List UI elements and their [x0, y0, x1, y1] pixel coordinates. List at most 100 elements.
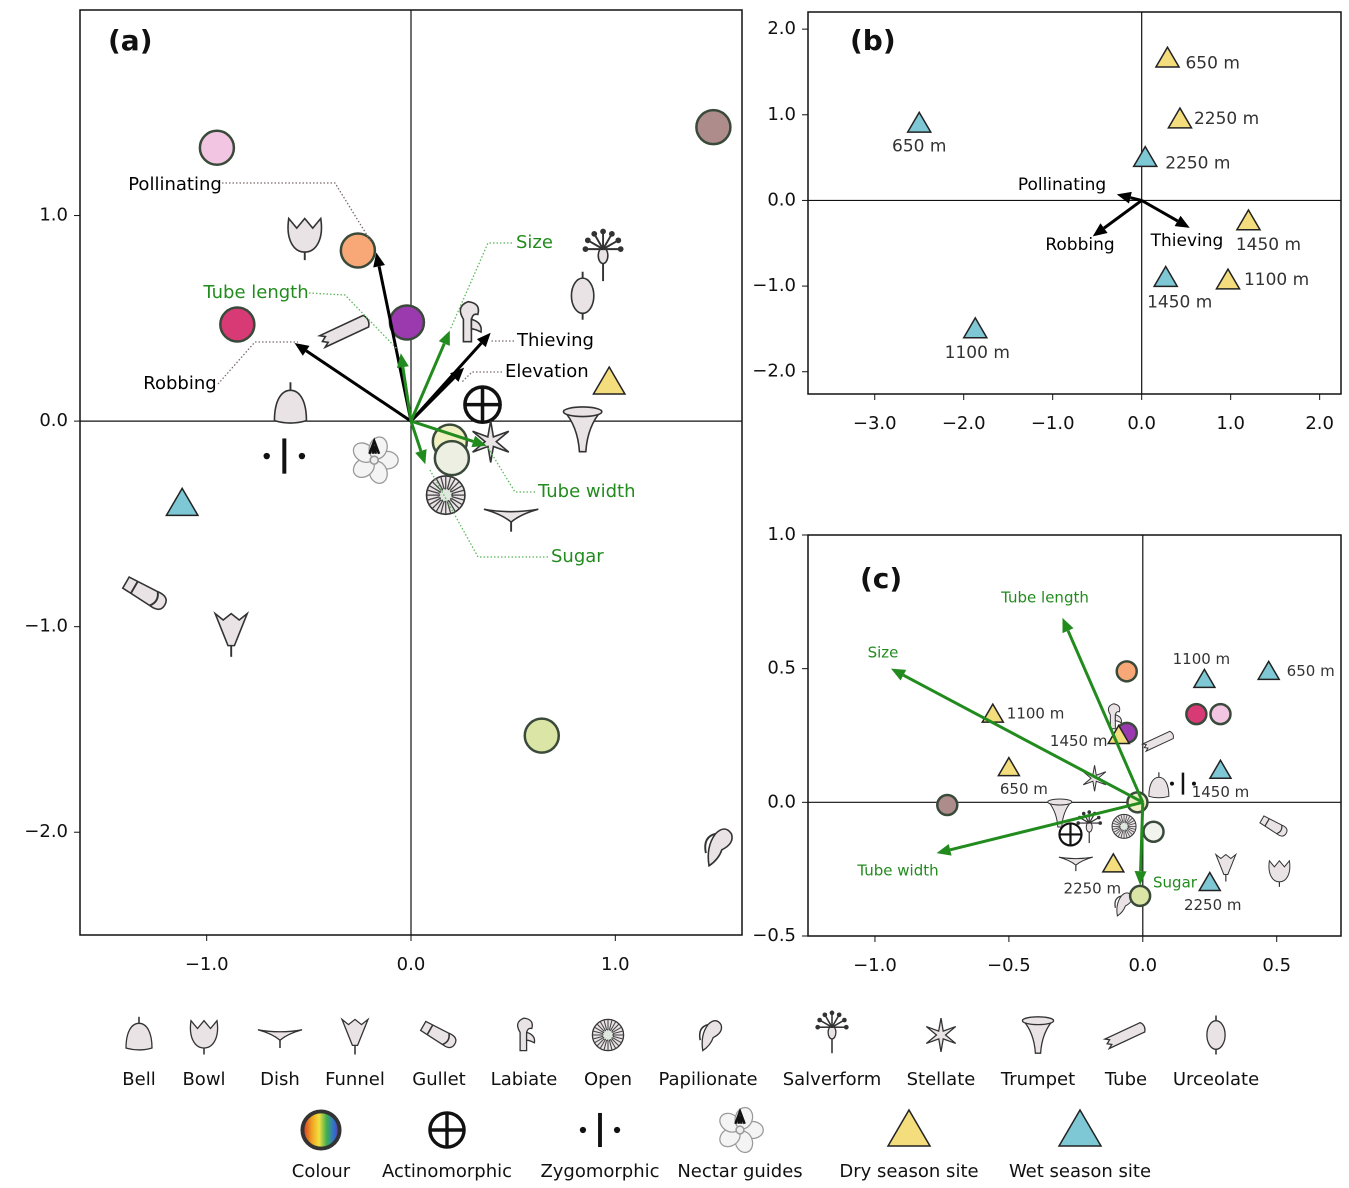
vector-arrow — [1142, 200, 1178, 220]
vector-label: Tube width — [537, 481, 636, 502]
icon-bowl — [1269, 861, 1290, 887]
icon-colour — [302, 1111, 339, 1148]
vector-label: Sugar — [551, 546, 604, 567]
vector-label: Tube length — [1000, 589, 1089, 607]
icon-dish — [258, 1030, 302, 1048]
icon-part — [1097, 816, 1101, 820]
y-tick-label: 2.0 — [767, 18, 796, 39]
icon-trumpet — [1022, 1017, 1053, 1053]
x-tick-label: 1.0 — [1216, 413, 1245, 434]
site-label: 2250 m — [1194, 109, 1259, 129]
icon-salverform — [583, 229, 624, 281]
legend-label: Colour — [292, 1161, 351, 1182]
site-label: 1450 m — [1050, 732, 1108, 750]
y-tick-label: −2.0 — [752, 361, 796, 382]
vector-label: Sugar — [1153, 874, 1198, 892]
x-tick-label: −1.0 — [853, 955, 897, 976]
icon-tube — [1105, 1022, 1147, 1049]
icon-part — [1259, 815, 1288, 838]
y-tick-label: 1.0 — [767, 104, 796, 125]
icon-part — [288, 219, 321, 253]
site-label: 650 m — [1000, 780, 1048, 798]
icon-part — [815, 1025, 820, 1030]
x-tick-label: −0.5 — [987, 955, 1031, 976]
icon-part — [591, 231, 597, 237]
icon-part — [1115, 715, 1121, 723]
leader-line — [487, 446, 535, 492]
icon-part — [830, 1011, 835, 1016]
icon-part — [600, 229, 606, 235]
site-triangle — [1168, 108, 1191, 128]
score-circle — [435, 441, 469, 475]
panel-title: (a) — [108, 24, 153, 57]
site-triangle — [964, 318, 987, 338]
legend-label: Open — [584, 1069, 632, 1090]
legend-label: Actinomorphic — [382, 1161, 512, 1182]
site-label: 1450 m — [1236, 235, 1301, 255]
icon-part — [1143, 731, 1175, 752]
icon-bell — [274, 382, 306, 423]
legend-label: Trumpet — [1000, 1069, 1075, 1090]
vector-label: Tube length — [202, 282, 308, 303]
icon-part — [302, 1111, 339, 1148]
y-tick-label: −2.0 — [24, 821, 68, 842]
icon-part — [1143, 731, 1175, 752]
y-tick-label: 1.0 — [39, 205, 68, 226]
leader-line — [462, 372, 502, 382]
site-label: 1450 m — [1192, 783, 1250, 801]
icon-gullet — [122, 575, 169, 612]
icon-part — [1048, 799, 1072, 805]
vector-arrowhead — [295, 343, 310, 356]
icon-part — [1207, 1021, 1225, 1050]
icon-tube — [320, 314, 371, 347]
icon-part — [215, 614, 247, 646]
icon-urceolate — [571, 272, 593, 320]
site-triangle — [1210, 760, 1231, 778]
legend-label: Dry season site — [839, 1161, 978, 1182]
icon-part — [122, 575, 169, 612]
icon-part — [926, 1018, 955, 1052]
icon-part — [1105, 1022, 1147, 1049]
site-triangle — [593, 367, 625, 394]
icon-part — [370, 456, 378, 464]
icon-part — [342, 1019, 368, 1045]
icon-dish — [1059, 857, 1093, 871]
icon-part — [1216, 854, 1236, 874]
legend-label: Funnel — [325, 1069, 385, 1090]
icon-actinomorphic — [1059, 823, 1081, 845]
icon-part — [844, 1025, 849, 1030]
icon-part — [1120, 822, 1128, 830]
vector-arrowhead — [937, 844, 952, 856]
icon-salverform — [815, 1011, 848, 1054]
icon-part — [1269, 861, 1290, 882]
site-label: 1100 m — [1007, 705, 1065, 723]
x-tick-label: −2.0 — [942, 413, 986, 434]
icon-funnel — [342, 1019, 368, 1054]
icon-part — [122, 575, 169, 612]
icon-part — [1082, 812, 1086, 816]
icon-part — [583, 246, 589, 252]
x-tick-label: 0.0 — [1128, 955, 1157, 976]
score-circle — [1144, 822, 1164, 842]
icon-part — [320, 314, 371, 347]
icon-nectar — [350, 435, 399, 486]
y-tick-label: 0.5 — [767, 658, 796, 679]
icon-part — [420, 1020, 458, 1050]
icon-part — [817, 1018, 822, 1023]
site-triangle — [1258, 661, 1279, 679]
icon-funnel — [215, 614, 247, 657]
legend-label: Wet season site — [1009, 1161, 1151, 1182]
site-triangle — [1237, 210, 1260, 230]
vector-label: Pollinating — [128, 174, 222, 195]
icon-part — [580, 1127, 586, 1133]
icon-part — [1149, 777, 1169, 798]
icon-bowl — [190, 1021, 217, 1055]
legend-label: Labiate — [491, 1069, 558, 1090]
vector-arrow — [1104, 200, 1142, 228]
icon-part — [603, 1030, 613, 1040]
legend-label: Bowl — [182, 1069, 225, 1090]
y-tick-label: 0.0 — [39, 410, 68, 431]
icon-open — [592, 1019, 623, 1050]
icon-open — [1112, 814, 1136, 838]
site-triangle — [1059, 1110, 1101, 1146]
